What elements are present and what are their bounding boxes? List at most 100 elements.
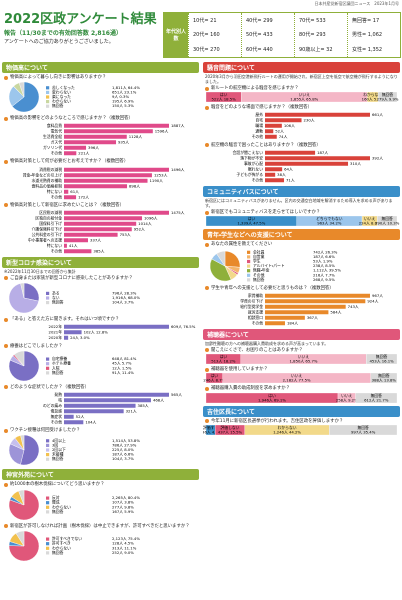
bar: [265, 113, 370, 118]
bar-value: 172人: [78, 194, 89, 199]
section-text: ※2022年11月30日までの回答から集計: [4, 268, 76, 274]
question-text: ワクチン接種は何回受けましたか？: [10, 428, 81, 434]
bar-value: 1253人: [154, 172, 168, 177]
bar: [265, 304, 346, 309]
question-text: 物価高によって暮らし向きに影響はありますか？: [10, 75, 107, 80]
bar: [265, 135, 277, 140]
pie-slice: [216, 250, 226, 267]
question-text: 補聴器を使用していますか？: [211, 367, 268, 373]
bar-label: 相談窓口: [248, 315, 263, 320]
bar-value: 187人: [317, 150, 328, 155]
question-text: 新宿区が許可しなければ計画（樹木伐採）は中止できますが、許可すべきだと思いますか…: [10, 523, 190, 529]
legend-value: 2,265人 80.4%: [112, 495, 140, 500]
bar-label: 子どもが怖がる: [236, 172, 263, 177]
question-text: 学生や青年への支援として必要だと思うものは？（複数回答）: [211, 285, 334, 291]
age-count: 10代= 21: [193, 17, 217, 24]
bar-value: 52人: [76, 414, 85, 419]
question-icon: [205, 286, 209, 291]
bar: [64, 414, 74, 419]
question-text: どのような症状でしたか？（複数回答）: [10, 384, 90, 390]
bar-value: 584人: [330, 309, 341, 314]
bar: [64, 403, 136, 408]
question-text: 聞こえにくさで、お困りのことはありますか？: [211, 347, 303, 353]
legend-swatch: [46, 500, 50, 504]
legend-swatch: [46, 100, 50, 104]
segment-value: 246人 8.7%: [203, 378, 225, 383]
section-text: 新宿区にはコミュニティバスがありません。区内の交通空白地域を解消するため導入を求…: [205, 198, 393, 209]
subtitle: 報告（11/30までの有効回答数 2,816通）: [4, 30, 122, 37]
legend-label: わからない: [52, 504, 71, 509]
pie-slice: [224, 250, 241, 268]
question-text: 物価高対策として何が必要だとお考えですか？（複数回答）: [10, 159, 129, 165]
bar-label: 咳: [58, 397, 62, 402]
legend-value: 45人 5.7%: [112, 361, 132, 366]
pie-slice: [11, 82, 40, 113]
bar-label: 電気代: [51, 129, 63, 134]
segment-label: 無回答: [371, 393, 383, 398]
bar: [265, 321, 285, 326]
legend-value: 648人 81.4%: [112, 356, 137, 361]
section-title: 神宮外苑について: [2, 469, 199, 481]
legend-value: 104人 3.7%: [112, 300, 134, 305]
age-column: 70代= 533 80代= 293 90歳以上= 32: [294, 13, 347, 57]
pie-chart: 苦しくなった 1,811人 64.4% 変わらない 651人 23.1% 楽になった 9人…: [8, 82, 140, 113]
age-column: 40代= 299 50代= 433 60代= 440: [241, 13, 294, 57]
segment-value: 513人 18.2%: [211, 359, 236, 364]
pie-slice: [8, 350, 40, 382]
stack-segment: [377, 216, 398, 227]
legend-label: 無回答: [52, 457, 64, 462]
bar: [265, 299, 366, 304]
gender-count: 無回答= 17: [352, 17, 380, 24]
legend-swatch: [247, 250, 251, 254]
bar-value: 565人: [171, 392, 182, 397]
bar: [265, 156, 370, 161]
question-icon: [205, 348, 209, 353]
bar-value: 952人: [134, 226, 145, 231]
bar: [265, 293, 370, 298]
bar-label: ガソリン代: [43, 145, 62, 150]
bar-value: 753人: [120, 232, 131, 237]
pie-chart: 反対 2,265人 80.4% 賛成 107人 3.8% わからない 277人 9.8% 無…: [8, 489, 140, 520]
bar-value: 1596人: [155, 129, 169, 134]
bar-label: 学費の引下げ: [240, 298, 263, 303]
question-text: 今年11月に新宿区長選挙が行われます。吉住区政を評価しますか？: [211, 418, 344, 424]
bar-value: 1014人: [138, 221, 152, 226]
legend-label: その他: [253, 272, 265, 277]
question: 約1000本の樹木伐採についてどう思いますか？: [4, 482, 197, 487]
legend-swatch: [46, 301, 50, 305]
bar-label: 2022年: [49, 324, 63, 329]
legend-swatch: [46, 505, 50, 509]
question: 今年11月に新宿区長選挙が行われます。吉住区政を評価しますか？: [205, 419, 398, 424]
bar: [64, 232, 118, 237]
legend-swatch: [46, 86, 50, 90]
bar-label: ガス代: [51, 140, 63, 145]
bar-value: 385人: [138, 403, 149, 408]
legend-swatch: [247, 264, 251, 268]
bar: [265, 167, 283, 172]
legend-swatch: [46, 457, 50, 462]
legend-value: 277人 9.8%: [112, 504, 134, 509]
question-text: 約1000本の樹木伐採についてどう思いますか？: [10, 482, 105, 488]
pie-slice: [209, 258, 232, 281]
segment-value: 1,855人 65.8%: [290, 97, 318, 102]
stack-segment: [377, 92, 398, 103]
bar: [265, 161, 349, 166]
bar: [64, 151, 77, 156]
legend-label: 許可すべき: [52, 540, 71, 545]
bar-label: 家賃補助: [248, 293, 263, 298]
question-text: 「ある」と答えた方に聞きます。それはいつ頃ですか？: [10, 317, 120, 323]
bar-value: 41人: [69, 243, 78, 248]
legend-value: 53人 1.9%: [313, 258, 333, 263]
legend-value: 107人 3.8%: [112, 499, 134, 504]
legend-swatch: [46, 453, 50, 457]
age-count: 20代= 160: [193, 32, 220, 39]
bar-value: 1475人: [171, 210, 185, 215]
legend-swatch: [247, 268, 251, 272]
question-text: 新ルートの航空機による騒音を感じますか？: [211, 86, 299, 91]
legend-value: 150人 5.3%: [112, 103, 134, 108]
gender-count: 男性= 1,062: [352, 32, 383, 39]
question-icon: [205, 143, 209, 148]
pie-chart: 4回以上 1,514人 53.8% 3回 786人 27.9% 2回以下 225人 8.0…: [8, 435, 140, 466]
